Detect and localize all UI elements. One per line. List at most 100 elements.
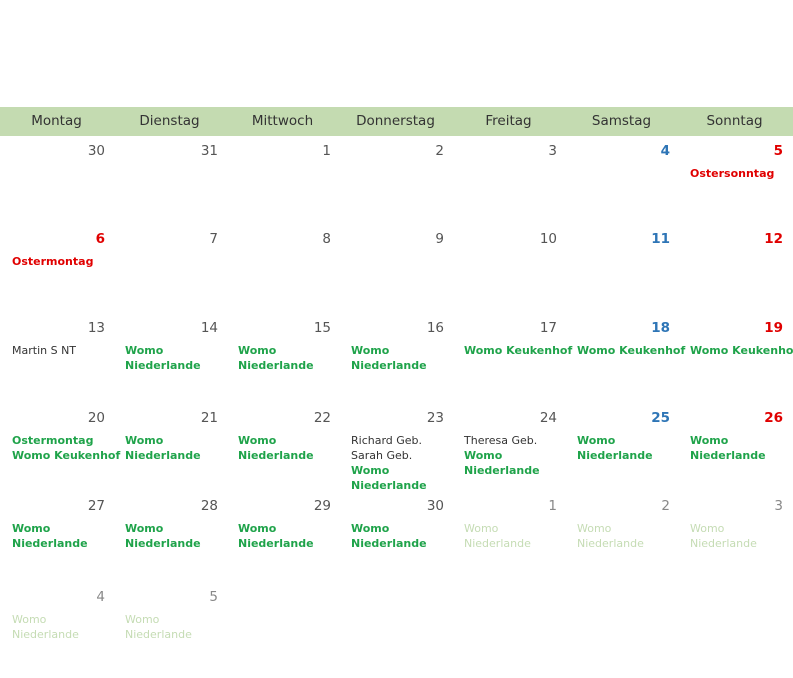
calendar-event[interactable]: Womo (12, 613, 47, 626)
calendar-event[interactable]: Womo (464, 522, 499, 535)
calendar-day-cell[interactable]: 19 Womo Keukenhof (678, 313, 793, 403)
calendar-day-cell[interactable]: 30 (0, 136, 113, 224)
calendar-event[interactable]: Niederlande (238, 359, 314, 372)
calendar-day-cell[interactable]: 25 Womo Niederlande (565, 403, 678, 491)
calendar-event[interactable]: Richard Geb. (351, 434, 423, 447)
calendar-event[interactable]: Ostermontag (12, 434, 94, 447)
day-number: 15 (313, 320, 331, 336)
calendar-day-cell[interactable]: 31 (113, 136, 226, 224)
calendar-day-cell[interactable]: 21 Womo Niederlande (113, 403, 226, 491)
calendar-event[interactable]: Womo (464, 449, 503, 462)
calendar-event[interactable]: Niederlande (351, 359, 427, 372)
calendar-event[interactable]: Womo (12, 522, 51, 535)
calendar-event[interactable]: Niederlande (577, 449, 653, 462)
calendar-event[interactable]: Niederlande (464, 537, 531, 550)
calendar-cell-empty (226, 582, 339, 672)
calendar-event[interactable]: Womo (125, 522, 164, 535)
calendar-event[interactable]: Womo (577, 522, 612, 535)
day-number: 22 (313, 410, 331, 426)
calendar-day-cell[interactable]: 15 Womo Niederlande (226, 313, 339, 403)
calendar-day-cell[interactable]: 23 Richard Geb. Sarah Geb. Womo Niederlande (339, 403, 452, 492)
calendar-day-cell[interactable]: 7 (113, 224, 226, 313)
calendar-day-cell[interactable]: 24 Theresa Geb. Womo Niederlande (452, 403, 565, 491)
calendar-event[interactable]: Martin S NT (12, 344, 77, 357)
calendar-event[interactable]: Womo (577, 434, 616, 447)
calendar-day-cell[interactable]: 22 Womo Niederlande (226, 403, 339, 491)
calendar-event[interactable]: Womo Keukenhof (12, 449, 121, 462)
calendar-event[interactable]: Womo (238, 344, 277, 357)
day-number: 17 (539, 320, 557, 336)
calendar-event[interactable]: Womo Keukenhof (464, 344, 573, 357)
weekday-label-thursday: Donnerstag (356, 113, 435, 129)
calendar-event[interactable]: Niederlande (351, 479, 427, 492)
calendar-day-cell[interactable]: 1 Womo Niederlande (452, 491, 565, 582)
calendar-event[interactable]: Niederlande (125, 628, 192, 641)
calendar-event[interactable]: Womo (125, 613, 160, 626)
calendar-event[interactable]: Niederlande (12, 628, 79, 641)
calendar-event[interactable]: Womo (690, 522, 725, 535)
calendar-day-cell[interactable]: 12 (678, 224, 791, 313)
calendar-day-cell[interactable]: 9 (339, 224, 452, 313)
calendar-event[interactable]: Ostersonntag (690, 167, 775, 180)
calendar-day-cell[interactable]: 2 (339, 136, 452, 224)
calendar-event[interactable]: Womo (351, 522, 390, 535)
calendar-day-cell[interactable]: 20 Ostermontag Womo Keukenhof (0, 403, 121, 491)
day-number: 3 (774, 498, 783, 514)
calendar-event[interactable]: Womo (690, 434, 729, 447)
calendar-day-cell[interactable]: 5 Ostersonntag (678, 136, 791, 224)
calendar-day-cell[interactable]: 14 Womo Niederlande (113, 313, 226, 403)
weekday-label-tuesday: Dienstag (139, 113, 200, 129)
calendar-event[interactable]: Niederlande (690, 537, 757, 550)
day-number: 25 (651, 410, 670, 426)
calendar-day-cell[interactable]: 10 (452, 224, 565, 313)
calendar-event[interactable]: Womo (238, 522, 277, 535)
calendar-event[interactable]: Womo (125, 344, 164, 357)
calendar-event[interactable]: Ostermontag (12, 255, 94, 268)
calendar-day-cell[interactable]: 4 (565, 136, 678, 224)
day-number: 4 (660, 143, 670, 159)
calendar-event[interactable]: Niederlande (690, 449, 766, 462)
calendar-event[interactable]: Womo Keukenhof (690, 344, 793, 357)
calendar-event[interactable]: Niederlande (12, 537, 88, 550)
calendar-day-cell[interactable]: 27 Womo Niederlande (0, 491, 113, 582)
calendar-cell-empty (452, 582, 565, 672)
calendar-event[interactable]: Womo (351, 344, 390, 357)
calendar-event[interactable]: Niederlande (238, 449, 314, 462)
calendar-day-cell[interactable]: 3 Womo Niederlande (678, 491, 791, 582)
calendar-event[interactable]: Womo (238, 434, 277, 447)
day-number: 16 (426, 320, 444, 336)
calendar-day-cell[interactable]: 4 Womo Niederlande (0, 582, 113, 672)
calendar-event[interactable]: Niederlande (464, 464, 540, 477)
calendar-event[interactable]: Sarah Geb. (351, 449, 413, 462)
day-number: 26 (764, 410, 783, 426)
day-number: 1 (548, 498, 557, 514)
day-number: 24 (539, 410, 557, 426)
calendar-event[interactable]: Womo Keukenhof (577, 344, 686, 357)
calendar-event[interactable]: Womo (125, 434, 164, 447)
calendar-day-cell[interactable]: 1 (226, 136, 339, 224)
calendar-event[interactable]: Niederlande (351, 537, 427, 550)
calendar-event[interactable]: Theresa Geb. (464, 434, 538, 447)
calendar-day-cell[interactable]: 13 Martin S NT (0, 313, 113, 403)
calendar-day-cell[interactable]: 26 Womo Niederlande (678, 403, 791, 491)
calendar-event[interactable]: Niederlande (577, 537, 644, 550)
calendar-event[interactable]: Niederlande (125, 537, 201, 550)
calendar-day-cell[interactable]: 3 (452, 136, 565, 224)
calendar-event[interactable]: Womo (351, 464, 390, 477)
calendar-day-cell[interactable]: 29 Womo Niederlande (226, 491, 339, 582)
calendar-day-cell[interactable]: 2 Womo Niederlande (565, 491, 678, 582)
day-number: 27 (87, 498, 105, 514)
calendar-day-cell[interactable]: 8 (226, 224, 339, 313)
calendar-day-cell[interactable]: 5 Womo Niederlande (113, 582, 226, 672)
day-number: 7 (209, 231, 218, 247)
calendar-day-cell[interactable]: 6 Ostermontag (0, 224, 113, 313)
calendar-day-cell[interactable]: 28 Womo Niederlande (113, 491, 226, 582)
calendar-day-cell[interactable]: 11 (565, 224, 678, 313)
calendar-event[interactable]: Niederlande (238, 537, 314, 550)
calendar-day-cell[interactable]: 17 Womo Keukenhof (452, 313, 573, 403)
calendar-event[interactable]: Niederlande (125, 449, 201, 462)
calendar-event[interactable]: Niederlande (125, 359, 201, 372)
calendar-day-cell[interactable]: 18 Womo Keukenhof (565, 313, 686, 403)
calendar-day-cell[interactable]: 16 Womo Niederlande (339, 313, 452, 403)
calendar-day-cell[interactable]: 30 Womo Niederlande (339, 491, 452, 582)
